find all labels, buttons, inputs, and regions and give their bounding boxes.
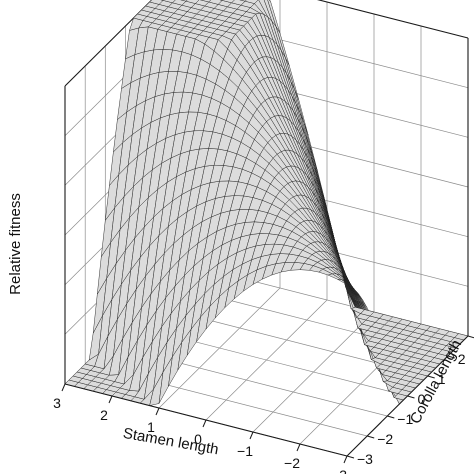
y-tick-label: 1: [438, 371, 446, 387]
y-tick-label: −1: [397, 411, 413, 427]
x-tick-label: 2: [100, 407, 108, 423]
x-tick-mark: [343, 455, 348, 464]
y-tick-label: 2: [458, 351, 466, 367]
y-tick-mark: [427, 375, 435, 379]
y-tick-mark: [346, 455, 355, 459]
surface-facet: [221, 0, 235, 4]
surface-facet: [239, 0, 247, 2]
surface-facet: [200, 0, 212, 3]
y-tick-label: 0: [418, 391, 426, 407]
surface-facet: [244, 0, 259, 4]
x-tick-mark: [249, 431, 254, 440]
y-tick-label: −3: [357, 451, 373, 467]
surface-facet: [185, 0, 200, 4]
x-tick-mark: [155, 407, 160, 416]
x-tick-label: −3: [331, 467, 347, 474]
x-tick-mark: [61, 383, 66, 392]
floor-grid-line: [252, 311, 375, 433]
surface-facet: [162, 0, 176, 4]
x-tick-label: 0: [194, 431, 202, 447]
corolla-length-axis: −3−2−10123: [346, 335, 474, 467]
x-tick-label: 1: [147, 419, 155, 435]
x-tick-label: −2: [284, 455, 300, 471]
y-tick-mark: [407, 395, 415, 399]
y-tick-label: −2: [377, 431, 393, 447]
x-tick-mark: [202, 419, 207, 428]
x-tick-label: −1: [237, 443, 253, 459]
x-tick-label: 3: [53, 395, 61, 411]
y-tick-mark: [467, 335, 474, 339]
y-tick-mark: [447, 355, 455, 359]
y-tick-mark: [387, 415, 395, 419]
stamen-length-axis: 3 2 1 0 −1 −2 −3: [53, 383, 348, 474]
stamen-length-axis-title: Stamen length: [122, 425, 220, 459]
relative-fitness-axis-title: Relative fitness: [7, 193, 24, 295]
y-tick-mark: [367, 435, 375, 439]
box-edge: [316, 0, 469, 39]
fitness-surface-mesh: [64, 0, 469, 406]
x-tick-mark: [108, 395, 113, 404]
surface-facet: [180, 0, 188, 2]
x-tick-mark: [296, 443, 301, 452]
box-edge: [64, 0, 153, 87]
